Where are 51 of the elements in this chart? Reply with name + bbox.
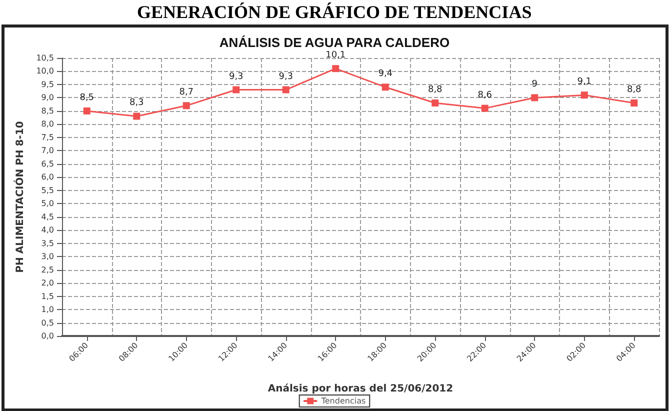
y-tick-label: 4,5 [41, 212, 54, 222]
point [282, 86, 290, 94]
point [382, 84, 389, 91]
x-axis-title: Análsis por horas del 25/06/2012 [268, 384, 454, 394]
y-tick-label: 5,0 [41, 199, 54, 208]
y-tick-label: 10,5 [36, 54, 54, 62]
point [133, 112, 140, 120]
y-tick-label: 7,5 [41, 132, 54, 142]
y-tick-label: 2,0 [41, 278, 54, 288]
data-label: 9,4 [378, 69, 393, 80]
text: GENERACIÓN DE GRÁFICO DE TENDENCIAS [136, 2, 532, 22]
point [232, 86, 240, 94]
data-label: 8,6 [478, 90, 492, 100]
y-tick-label: 5,5 [41, 186, 54, 195]
y-tick-label: 8,5 [41, 106, 54, 116]
y-tick-label: 9,5 [41, 80, 54, 89]
y-axis-title: PH ALIMENTACIÓN PH 8-10 [12, 121, 26, 273]
data-label: 9 [532, 80, 538, 90]
point [481, 104, 488, 112]
y-tick-label: 4,0 [41, 226, 54, 235]
y-tick-label: 6,0 [41, 172, 54, 182]
data-label: 8,8 [626, 85, 642, 96]
y-tick-label: 8,0 [41, 120, 54, 129]
point [531, 94, 538, 102]
y-tick-label: 1,0 [41, 305, 54, 314]
y-tick-label: 0,5 [41, 318, 54, 328]
data-label: 9,3 [278, 72, 294, 82]
y-tick-label: 1,5 [41, 292, 54, 301]
y-tick-label: 3,5 [41, 238, 54, 248]
data-label: 9,1 [577, 77, 592, 88]
y-tick-label: 9,0 [41, 93, 54, 102]
y-tick-label: 7,0 [41, 146, 54, 156]
y-tick-label: 6,5 [41, 159, 54, 168]
y-tick-label: 10,0 [36, 66, 54, 76]
point [432, 100, 439, 107]
point [630, 100, 638, 107]
chart-title: ANÁLISIS DE AGUA PARA CALDERO [219, 35, 450, 50]
legend-label: Tendencias [320, 396, 366, 406]
y-tick-label: 0,0 [41, 332, 54, 340]
point [580, 92, 588, 99]
data-label: 8,5 [80, 92, 94, 103]
point [182, 102, 190, 110]
y-tick-label: 2,5 [41, 265, 54, 274]
point [83, 107, 90, 114]
y-tick-label: 3,0 [41, 252, 54, 262]
data-label: 8,8 [428, 85, 443, 96]
data-label: 8,7 [179, 88, 194, 98]
point [332, 65, 340, 72]
data-label: 9,3 [228, 72, 244, 82]
data-label: 8,3 [129, 98, 144, 108]
data-label: 10,1 [326, 50, 346, 61]
